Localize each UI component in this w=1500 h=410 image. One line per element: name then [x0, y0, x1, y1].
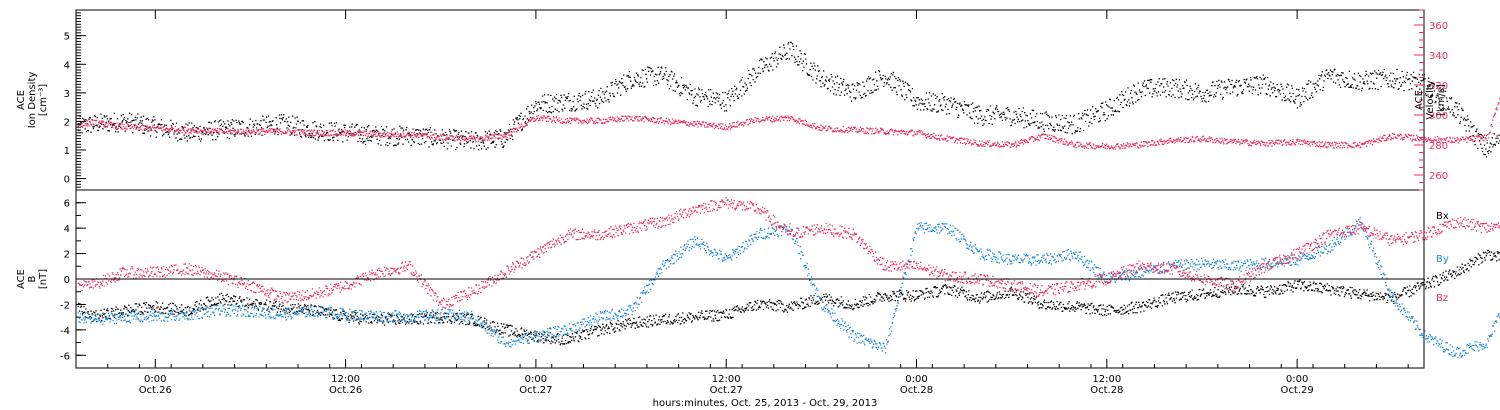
top-left-ylabel-1: ACE [16, 90, 27, 110]
bottom-y-tick-label: -4 [60, 326, 70, 337]
x-tick-time-label: 12:00 [331, 374, 360, 385]
x-tick-time-label: 12:00 [1092, 374, 1121, 385]
bottom-ylabel-2: B [27, 275, 38, 282]
x-tick-time-label: 0:00 [525, 374, 547, 385]
top-y2-tick-label: 260 [1429, 171, 1448, 182]
bottom-ylabel-3: [nT] [38, 269, 49, 289]
top-y2-tick-label: 280 [1429, 141, 1448, 152]
top-y2-tick-label: 360 [1429, 21, 1448, 32]
bottom-y-tick-label: 0 [64, 275, 70, 286]
top-y-tick-label: 4 [64, 60, 70, 71]
top-left-ylabel-2: Ion Density [27, 72, 38, 129]
top-panel-data [77, 41, 1500, 158]
x-tick-date-label: Oct.29 [1281, 385, 1314, 396]
top-y2-tick-label: 320 [1429, 81, 1448, 92]
x-tick-date-label: Oct.26 [139, 385, 172, 396]
axes: 0:00Oct.2612:00Oct.260:00Oct.2712:00Oct.… [60, 9, 1448, 396]
top-y-tick-label: 3 [64, 89, 70, 100]
bz-points [77, 197, 1500, 309]
bottom-ylabel-1: ACE [16, 269, 27, 289]
top-panel-frame [75, 9, 1425, 191]
x-tick-time-label: 12:00 [712, 374, 741, 385]
bottom-y-tick-label: -6 [60, 351, 70, 362]
x-tick-date-label: Oct.27 [710, 385, 743, 396]
x-tick-date-label: Oct.26 [329, 385, 362, 396]
bottom-y-tick-label: 6 [64, 199, 70, 210]
x-tick-date-label: Oct.27 [519, 385, 552, 396]
top-y-tick-label: 0 [64, 175, 70, 186]
x-tick-date-label: Oct.28 [1090, 385, 1123, 396]
top-y2-tick-label: 340 [1429, 51, 1448, 62]
top-right-ylabel-1: ACE [1414, 90, 1425, 110]
x-axis-title: hours:minutes, Oct. 25, 2013 - Oct. 29, … [653, 398, 878, 409]
top-left-ylabel-3: [cm⁻³] [38, 84, 49, 116]
top-y2-tick-label: 300 [1429, 111, 1448, 122]
bottom-y-tick-label: 2 [64, 250, 70, 261]
by-points [77, 217, 1500, 359]
top-right-ylabel-3: [km/s] [1436, 84, 1447, 116]
x-tick-time-label: 0:00 [905, 374, 927, 385]
legend-bx: Bx [1436, 211, 1449, 222]
x-tick-time-label: 0:00 [144, 374, 166, 385]
bottom-panel-data [77, 197, 1500, 359]
x-tick-date-label: Oct.28 [900, 385, 933, 396]
bottom-y-tick-label: -2 [60, 300, 70, 311]
top-y-tick-label: 1 [64, 146, 70, 157]
top-y-tick-label: 2 [64, 117, 70, 128]
legend-bz: Bz [1436, 293, 1448, 304]
velocity-points [77, 97, 1500, 150]
bx-points [77, 249, 1500, 346]
legend-by: By [1436, 254, 1449, 265]
density-points [77, 41, 1500, 158]
x-tick-time-label: 0:00 [1286, 374, 1308, 385]
top-y-tick-label: 5 [64, 32, 70, 43]
top-right-ylabel-2: Velocity [1425, 80, 1436, 119]
bottom-y-tick-label: 4 [64, 224, 70, 235]
